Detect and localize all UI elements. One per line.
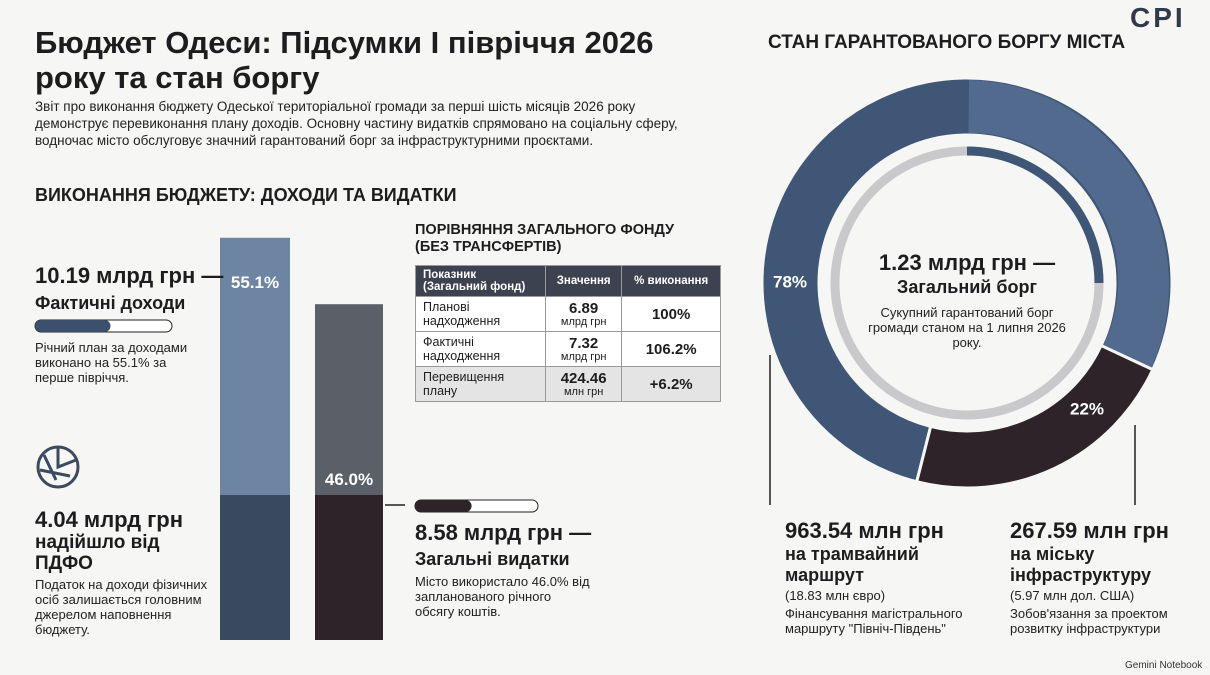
logo: CPI [1130,2,1186,33]
donut-label: 78% [773,272,807,291]
value: 6.89 [569,299,599,317]
donut-label: 22% [1070,399,1104,418]
pill-fill [35,320,111,332]
inner-ring-arc [966,146,1104,284]
label: на міську інфраструктуру [1010,544,1152,585]
table-row: Фактичні надходження 7.32 млрд грн 106.2% [415,331,721,367]
note: Податок на доходи фізичних осіб залишаєт… [35,577,208,637]
table-row: Планові надходження 6.89 млрд грн 100% [415,296,721,332]
cell: 424.46 млн грн [544,366,623,402]
th: Значення [544,265,623,297]
sub: (5.97 млн дол. США) [1010,588,1135,603]
unit: млрд грн [560,350,607,363]
cell: Перевищення плану [415,366,546,402]
pill-fill [415,500,472,512]
cell: 6.89 млрд грн [544,296,623,332]
cell: 100% [621,296,721,332]
note: Сукупний гарантований борг громади стано… [868,305,1066,350]
label: на трамвайний маршрут [785,544,919,585]
sub: (18.83 млн євро) [785,588,886,603]
th: % виконання [621,265,721,297]
bar-base [315,495,383,640]
table-header: Показник (Загальний фонд) Значення % вик… [415,265,721,297]
bar-label: 55.1% [231,273,279,292]
amount: 8.58 млрд грн — [415,520,592,545]
donut-segment [914,343,1155,490]
intro: Звіт про виконання бюджету Одеської тери… [35,99,678,148]
table-title: ПОРІВНЯННЯ ЗАГАЛЬНОГО ФОНДУ (БЕЗ ТРАНСФЕ… [415,222,675,255]
footer: Gemini Notebook [1125,660,1203,671]
table-row: Перевищення плану 424.46 млн грн +6.2% [415,366,721,402]
amount: 267.59 млн грн [1010,518,1169,543]
label: Фактичні доходи [35,293,186,313]
unit: млн грн [563,385,604,398]
unit: млрд грн [560,315,607,328]
th: Показник (Загальний фонд) [415,265,546,297]
note: Річний план за доходами виконано на 55.1… [35,340,188,385]
cell: Планові надходження [415,296,546,332]
cell: 106.2% [621,331,721,367]
table: Показник (Загальний фонд) Значення % вик… [415,265,721,402]
note: Місто використало 46.0% від запланованог… [415,574,590,619]
note: Фінансування магістрального маршруту "Пі… [785,606,963,636]
donut-highlight [968,80,1169,367]
amount: 10.19 млрд грн — [35,263,224,288]
bar-label: 46.0% [325,470,373,489]
section-heading: ВИКОНАННЯ БЮДЖЕТУ: ДОХОДИ ТА ВИДАТКИ [35,185,457,205]
amount: 4.04 млрд грн [35,507,184,532]
value: 7.32 [569,334,599,352]
total-label: Загальний борг [897,277,1037,297]
icon [36,445,80,489]
cell: Фактичні надходження [415,331,546,367]
bar-base [220,495,290,640]
donut-segment [760,76,1174,484]
value: 424.46 [560,369,607,387]
label: надійшло від ПДФО [35,532,160,574]
table-body: Планові надходження 6.89 млрд грн 100% Факти… [415,296,721,402]
label: Загальні видатки [415,549,570,569]
cell: +6.2% [621,366,721,402]
title: Бюджет Одеси: Підсумки І півріччя 2026 р… [35,25,654,95]
cell: 7.32 млрд грн [544,331,623,367]
total: 1.23 млрд грн — [878,250,1056,275]
note: Зобов'язання за проектом розвитку інфрас… [1010,606,1168,636]
amount: 963.54 млн грн [785,518,944,543]
section-heading: СТАН ГАРАНТОВАНОГО БОРГУ МІСТА [768,32,1126,53]
